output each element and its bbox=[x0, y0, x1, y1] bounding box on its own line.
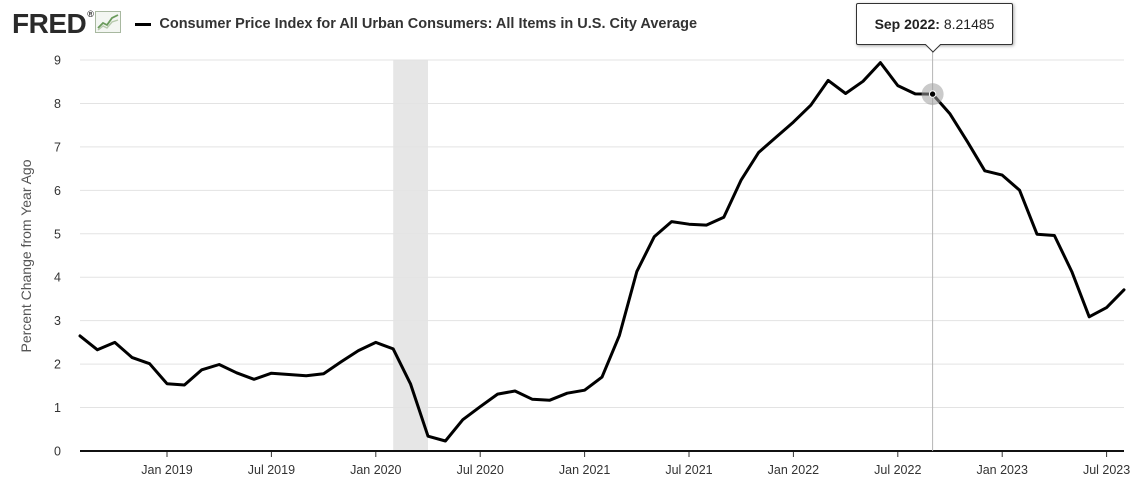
x-tick-label: Jan 2020 bbox=[350, 463, 401, 477]
y-tick-label: 1 bbox=[54, 401, 61, 415]
highlight-point[interactable] bbox=[928, 90, 937, 98]
x-tick-label: Jul 2022 bbox=[874, 463, 921, 477]
x-tick-label: Jul 2019 bbox=[248, 463, 295, 477]
legend-label: Consumer Price Index for All Urban Consu… bbox=[159, 16, 698, 32]
x-tick-label: Jul 2023 bbox=[1083, 463, 1130, 477]
y-tick-label: 7 bbox=[54, 140, 61, 154]
y-tick-label: 0 bbox=[54, 445, 61, 459]
y-axis-ticks: 0 1 2 3 4 5 6 7 8 9 bbox=[54, 54, 61, 459]
line-chart-icon bbox=[95, 10, 122, 38]
tooltip-date: Sep 2022: bbox=[874, 16, 940, 32]
recession-band bbox=[393, 60, 428, 451]
recession-band-layer bbox=[393, 60, 428, 451]
fred-logo-text: FRED bbox=[12, 8, 87, 39]
legend[interactable]: Consumer Price Index for All Urban Consu… bbox=[135, 16, 697, 32]
y-tick-label: 3 bbox=[54, 314, 61, 328]
x-tick-label: Jul 2020 bbox=[457, 463, 504, 477]
x-tick-label: Jan 2019 bbox=[141, 463, 192, 477]
y-tick-label: 8 bbox=[54, 97, 61, 111]
data-tooltip: Sep 2022: 8.21485 bbox=[856, 3, 1013, 45]
x-tick-label: Jan 2021 bbox=[559, 463, 610, 477]
y-tick-label: 2 bbox=[54, 358, 61, 372]
x-tick-label: Jul 2021 bbox=[665, 463, 712, 477]
y-tick-label: 9 bbox=[54, 54, 61, 68]
y-tick-label: 5 bbox=[54, 227, 61, 241]
y-axis-title: Percent Change from Year Ago bbox=[18, 159, 34, 352]
x-axis-ticks: Jan 2019 Jul 2019 Jan 2020 Jul 2020 Jan 2021… bbox=[141, 451, 1130, 477]
registered-mark: ® bbox=[87, 9, 94, 19]
fred-logo[interactable]: FRED® bbox=[12, 8, 94, 39]
grid-lines bbox=[80, 59, 1124, 409]
legend-swatch bbox=[135, 22, 152, 26]
chart-header: FRED® Consumer Price Index for All Urban… bbox=[12, 7, 697, 41]
x-tick-label: Jan 2023 bbox=[976, 463, 1027, 477]
series-line bbox=[78, 61, 1126, 443]
y-tick-label: 6 bbox=[54, 184, 61, 198]
tooltip-pointer bbox=[925, 44, 941, 53]
y-tick-label: 4 bbox=[54, 271, 61, 285]
tooltip-value: 8.21485 bbox=[943, 16, 995, 32]
x-tick-label: Jan 2022 bbox=[768, 463, 819, 477]
